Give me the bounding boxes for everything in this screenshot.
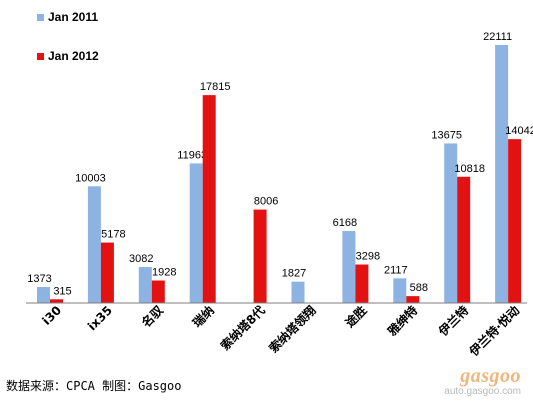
x-tick-label-9: 伊兰特·悦动 bbox=[465, 303, 522, 360]
x-tick-label-5: 索纳塔领翔 bbox=[266, 303, 319, 356]
data-label-jan-2012-1: 5178 bbox=[101, 229, 125, 241]
watermark: gasgoo auto.gasgoo.com bbox=[444, 365, 521, 397]
bar-jan-2011-5 bbox=[291, 281, 305, 303]
x-tick-label-8: 伊兰特 bbox=[435, 303, 472, 340]
x-tick-label-7: 雅绅特 bbox=[384, 303, 421, 340]
bar-jan-2011-2 bbox=[138, 267, 152, 303]
data-label-jan-2011-8: 13675 bbox=[431, 129, 462, 141]
data-label-jan-2011-9: 22111 bbox=[483, 31, 512, 43]
bar-jan-2012-4 bbox=[253, 209, 267, 303]
data-label-jan-2011-2: 3082 bbox=[129, 253, 153, 265]
data-label-jan-2011-1: 10003 bbox=[75, 172, 106, 184]
legend-label-jan-2011: Jan 2011 bbox=[48, 10, 98, 24]
bar-jan-2011-9 bbox=[495, 45, 509, 303]
watermark-url: auto.gasgoo.com bbox=[444, 386, 521, 397]
data-label-jan-2011-3: 11963 bbox=[177, 149, 207, 161]
bar-jan-2012-3 bbox=[202, 95, 216, 304]
x-tick-label-4: 索纳塔8代 bbox=[217, 303, 267, 353]
data-label-jan-2012-3: 17815 bbox=[200, 81, 231, 93]
data-label-jan-2011-5: 1827 bbox=[282, 268, 306, 280]
data-label-jan-2011-0: 1373 bbox=[27, 273, 51, 285]
bar-jan-2012-9 bbox=[508, 139, 522, 303]
bar-jan-2011-6 bbox=[342, 231, 356, 303]
data-label-jan-2012-9: 14042 bbox=[505, 125, 533, 137]
legend-swatch-jan-2011 bbox=[37, 14, 44, 21]
x-tick-label-3: 瑞纳 bbox=[189, 303, 217, 331]
data-label-jan-2012-7: 588 bbox=[410, 282, 428, 294]
bar-jan-2011-8 bbox=[444, 143, 458, 303]
bar-jan-2012-2 bbox=[151, 280, 165, 303]
x-tick-label-1: ix35 bbox=[85, 303, 115, 333]
data-label-jan-2012-2: 1928 bbox=[152, 267, 176, 279]
data-label-jan-2011-6: 6168 bbox=[333, 217, 357, 229]
legend-label-jan-2012: Jan 2012 bbox=[48, 49, 99, 63]
legend-swatch-jan-2012 bbox=[37, 53, 44, 60]
source-note: 数据来源：CPCA 制图：Gasgoo bbox=[6, 379, 182, 393]
x-tick-label-6: 途胜 bbox=[342, 303, 370, 331]
bar-jan-2012-1 bbox=[100, 242, 114, 303]
bar-jan-2012-6 bbox=[355, 264, 369, 303]
bar-jan-2011-1 bbox=[87, 186, 101, 303]
bar-jan-2011-3 bbox=[189, 163, 203, 303]
data-label-jan-2012-6: 3298 bbox=[356, 251, 380, 263]
bar-jan-2012-7 bbox=[406, 296, 420, 303]
x-tick-label-0: i30 bbox=[40, 303, 65, 328]
bar-jan-2011-7 bbox=[393, 278, 407, 303]
legend: Jan 2011 Jan 2012 bbox=[37, 10, 99, 63]
data-label-jan-2012-0: 315 bbox=[53, 285, 71, 297]
data-label-jan-2012-4: 8006 bbox=[254, 196, 278, 208]
bar-jan-2011-0 bbox=[37, 286, 50, 303]
bar-jan-2012-8 bbox=[457, 176, 471, 303]
x-tick-label-2: 名驭 bbox=[138, 302, 166, 330]
gasgoo-logo: gasgoo bbox=[460, 365, 521, 387]
data-label-jan-2012-8: 10818 bbox=[454, 163, 485, 175]
bar-jan-2012-0 bbox=[50, 299, 63, 303]
data-label-jan-2011-7: 2117 bbox=[384, 264, 408, 276]
